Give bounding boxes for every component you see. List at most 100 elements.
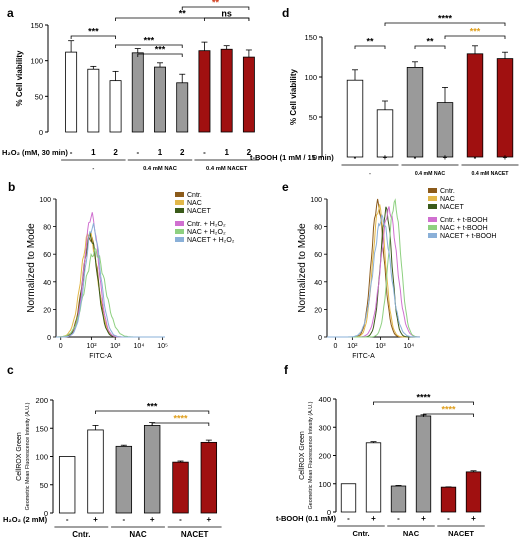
- y-tick-label: 0: [44, 509, 48, 518]
- histogram-series-line: [327, 214, 420, 338]
- x-tick-label: -: [136, 148, 139, 157]
- bar: [376, 109, 394, 158]
- bar: [346, 79, 364, 158]
- panel-letter-b: b: [8, 180, 15, 194]
- bar: [465, 471, 482, 513]
- bar: [115, 445, 133, 514]
- y-tick-label: 50: [309, 113, 317, 122]
- y-tick-label: 80: [43, 225, 51, 232]
- x-tick-label: -: [447, 514, 450, 523]
- y-axis-label-secondary: Geometric Mean Fluorescence Intesity (A.…: [25, 402, 31, 510]
- significance-bracket: [181, 6, 250, 10]
- panel-letter-a: a: [7, 6, 14, 20]
- significance-bracket: [384, 22, 506, 26]
- x-tick-label: 2: [180, 148, 185, 157]
- x-tick-label: +: [206, 515, 211, 524]
- y-tick-label: 150: [304, 33, 317, 42]
- x-tick-label: -: [70, 148, 73, 157]
- y-tick-label: 100: [39, 197, 51, 204]
- x-tick-label: +: [443, 153, 448, 162]
- x-tick-label: 10²: [86, 343, 97, 350]
- legend-swatch: [175, 192, 184, 197]
- legend-swatch: [175, 208, 184, 213]
- bar-chart-a: 0 50 100 150 % Cell viability - 1 2 - 1 2 - 1 2 H₂O₂ (…: [2, 0, 259, 172]
- legend-label: Cntr.: [440, 188, 455, 195]
- bar: [440, 486, 457, 513]
- legend-swatch: [175, 237, 184, 242]
- y-tick-label: 100: [310, 197, 322, 204]
- bar: [415, 415, 432, 513]
- x-tick-label: -: [474, 153, 477, 162]
- group-label: NAC: [403, 529, 420, 538]
- x-tick-label: -: [122, 515, 125, 524]
- panel-letter-c: c: [7, 363, 14, 377]
- legend-label: Cntr.: [187, 192, 202, 199]
- legend-label: NACET + H₂O₂: [187, 237, 235, 244]
- y-axis-label: % Cell viability: [15, 50, 24, 107]
- bar: [406, 67, 424, 158]
- x-axis-label: FITC-A: [352, 353, 375, 360]
- significance-label: ***: [147, 402, 158, 412]
- bar: [143, 425, 161, 514]
- bar: [496, 58, 514, 158]
- group-label: 0.4 mM NAC: [143, 166, 178, 172]
- legend-label: NAC: [187, 200, 202, 207]
- legend-label: NACET: [440, 204, 464, 211]
- x-tick-label: 10⁴: [134, 343, 145, 350]
- legend-label: NACET: [187, 208, 211, 215]
- bar: [87, 429, 104, 514]
- y-tick-label: 0: [318, 335, 322, 342]
- significance-bracket: [137, 53, 183, 57]
- group-label: NACET: [181, 530, 209, 539]
- y-axis-label: % Cell viability: [289, 68, 298, 125]
- x-tick-label: 2: [113, 148, 118, 157]
- bar-chart-c: 0 50 100 150 200 CellROX Green Geometric Mean …: [3, 396, 222, 539]
- x-row-label: t-BOOH (1 mM / 15 min): [250, 153, 334, 162]
- y-tick-label: 40: [314, 280, 322, 287]
- x-tick-label: -: [354, 153, 357, 162]
- x-tick-label: 10²: [347, 343, 358, 350]
- y-axis-label: Normalized to Mode: [297, 223, 308, 313]
- legend-swatch: [428, 217, 437, 222]
- significance-bracket: [373, 401, 474, 405]
- group-label: Cntr.: [72, 530, 90, 539]
- bar: [220, 48, 233, 133]
- legend-swatch: [428, 233, 437, 238]
- histogram-series-line: [56, 223, 165, 338]
- bar: [154, 66, 166, 133]
- y-tick-label: 100: [35, 453, 48, 462]
- y-tick-label: 80: [314, 225, 322, 232]
- legend-swatch: [428, 188, 437, 193]
- x-row-label: H₂O₂ (2 mM): [3, 515, 48, 524]
- significance-label: ****: [173, 414, 188, 424]
- bar: [65, 51, 78, 133]
- y-tick-label: 150: [35, 424, 48, 433]
- legend-swatch: [428, 196, 437, 201]
- bar: [172, 461, 189, 514]
- y-tick-label: 200: [35, 396, 48, 405]
- x-tick-label: 1: [158, 148, 163, 157]
- significance-bracket: [204, 17, 250, 21]
- significance-label: ****: [438, 14, 453, 24]
- significance-bracket: [95, 410, 210, 414]
- y-tick-label: 60: [43, 252, 51, 259]
- x-tick-label: +: [371, 514, 376, 523]
- significance-bracket: [423, 413, 474, 417]
- y-tick-label: 400: [318, 395, 331, 404]
- y-tick-label: 60: [314, 252, 322, 259]
- bar: [200, 441, 218, 514]
- x-tick-label: +: [383, 153, 388, 162]
- significance-label: ***: [88, 27, 99, 37]
- group-label: 0.4 mM NACET: [206, 166, 248, 172]
- x-tick-label: 10³: [110, 343, 121, 350]
- histogram-series-line: [56, 230, 165, 338]
- legend-label: NAC: [440, 196, 455, 203]
- bar: [176, 82, 189, 133]
- significance-label: ****: [441, 405, 456, 415]
- significance-bracket: [414, 45, 446, 49]
- bar: [436, 102, 454, 158]
- y-axis-label-secondary: Geometric Mean Fluorescence Intesity (A.…: [308, 401, 314, 509]
- significance-label: **: [212, 0, 220, 8]
- bar: [390, 485, 407, 513]
